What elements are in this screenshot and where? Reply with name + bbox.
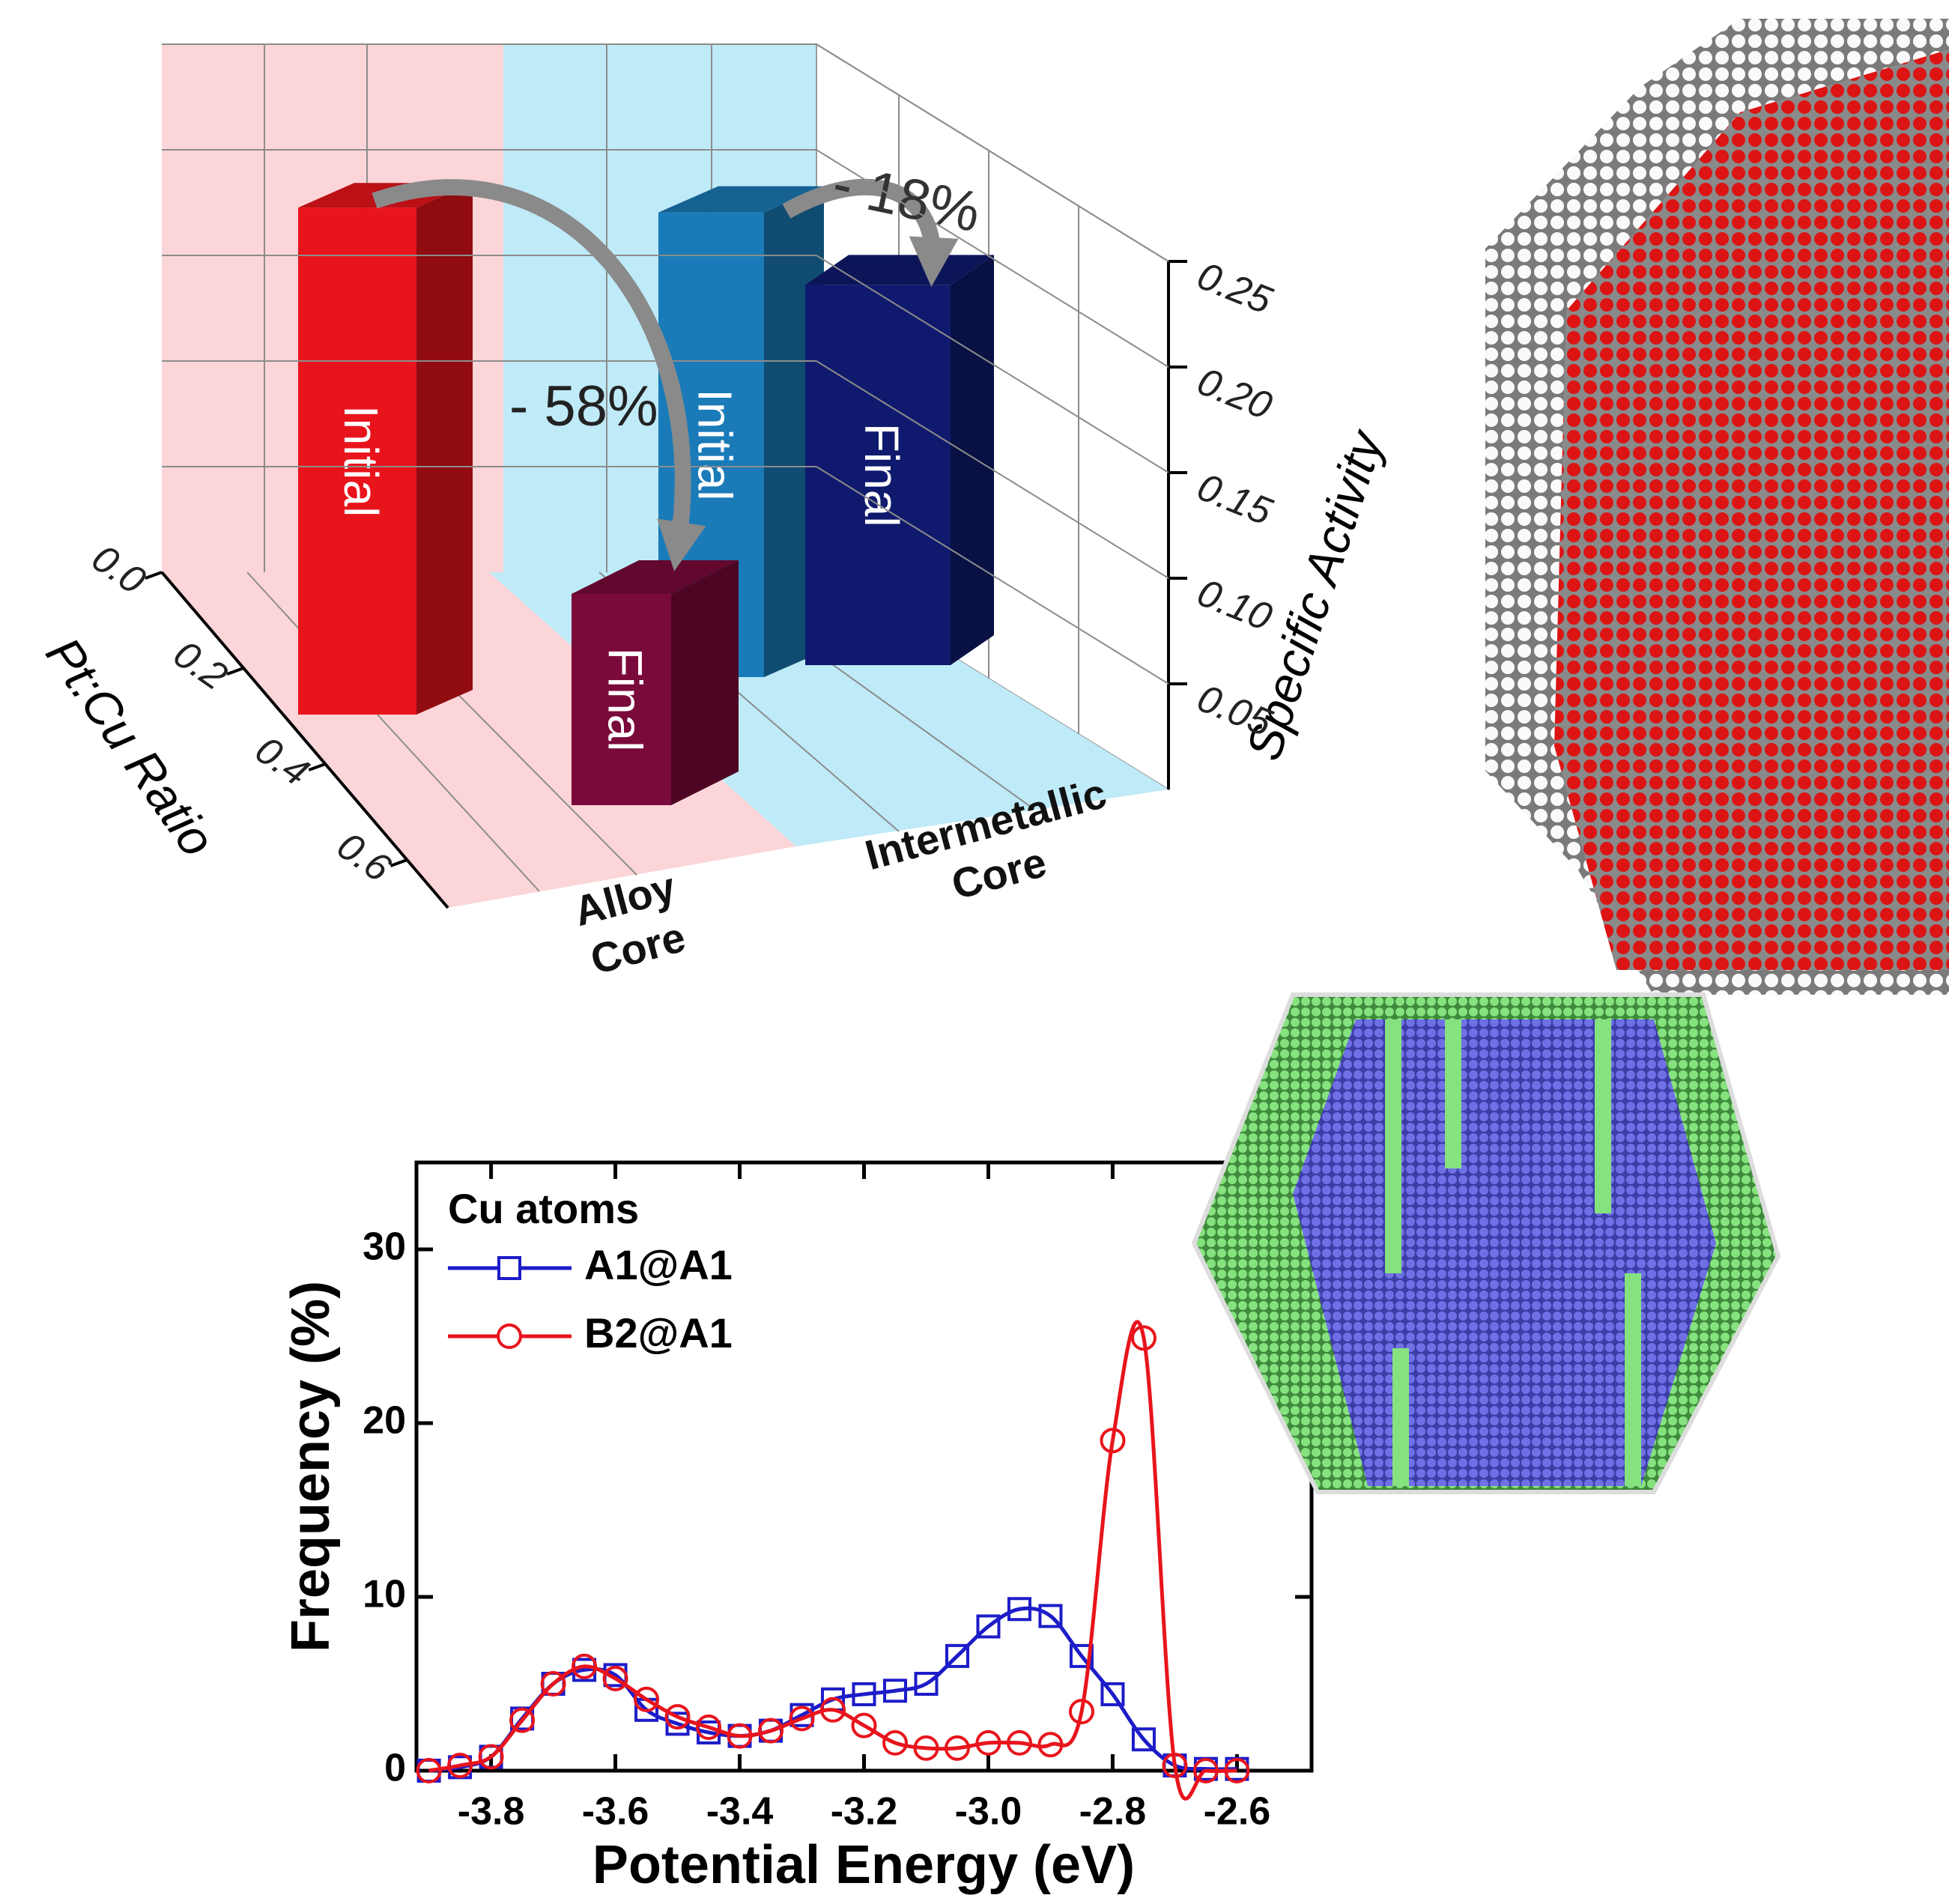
- bar-side: [951, 255, 994, 665]
- series-line: [429, 1322, 1237, 1799]
- y-tick-label: 0: [384, 1747, 406, 1790]
- y-tick-label: 10: [363, 1573, 406, 1616]
- chart-line: Potential Energy (eV) Frequency (%) Cu a…: [281, 1162, 1312, 1895]
- bar-label: Initial: [688, 389, 742, 500]
- atom-image-inset: [1194, 995, 1778, 1492]
- atom-core: [1293, 1019, 1716, 1486]
- annotation: - 58%: [509, 375, 658, 438]
- figure: InitialInitialFinalFinal - 58% - 18% Spe…: [0, 0, 1949, 1904]
- legend-label: A1@A1: [584, 1241, 733, 1288]
- atom-image-red: [1485, 19, 1949, 995]
- x-tick-label: 0.0: [84, 536, 154, 603]
- y-tick-label: 0.20: [1191, 360, 1278, 428]
- bar-label: Initial: [334, 405, 388, 517]
- plot-frame: [416, 1162, 1312, 1771]
- y-tick-label: 0.15: [1191, 465, 1279, 534]
- x-tick-label: -3.0: [955, 1790, 1022, 1834]
- x-axis-title: Potential Energy (eV): [592, 1835, 1135, 1895]
- y-tick-label: 0.10: [1191, 571, 1278, 640]
- legend-title: Cu atoms: [448, 1185, 639, 1232]
- x-tick-label: -2.6: [1204, 1790, 1271, 1834]
- bar-side: [416, 183, 473, 715]
- bar-label: Final: [855, 423, 909, 527]
- bar-side: [671, 560, 739, 805]
- bar-label: Final: [598, 648, 652, 752]
- x-tick-label: -3.4: [706, 1790, 774, 1834]
- y-axis-title: Frequency (%): [281, 1281, 341, 1652]
- y-tick-label: 0.25: [1191, 254, 1279, 323]
- x-tick-label: -3.6: [582, 1790, 649, 1834]
- y-tick-label: 30: [363, 1225, 406, 1269]
- y-tick-label: 20: [363, 1399, 406, 1443]
- x-tick-label: -3.2: [831, 1790, 898, 1834]
- legend-label: B2@A1: [584, 1309, 733, 1356]
- x-tick-label: -3.8: [458, 1790, 525, 1834]
- legend-marker: [498, 1325, 521, 1347]
- x-tick-label: -2.8: [1079, 1790, 1147, 1834]
- legend-marker: [499, 1258, 520, 1279]
